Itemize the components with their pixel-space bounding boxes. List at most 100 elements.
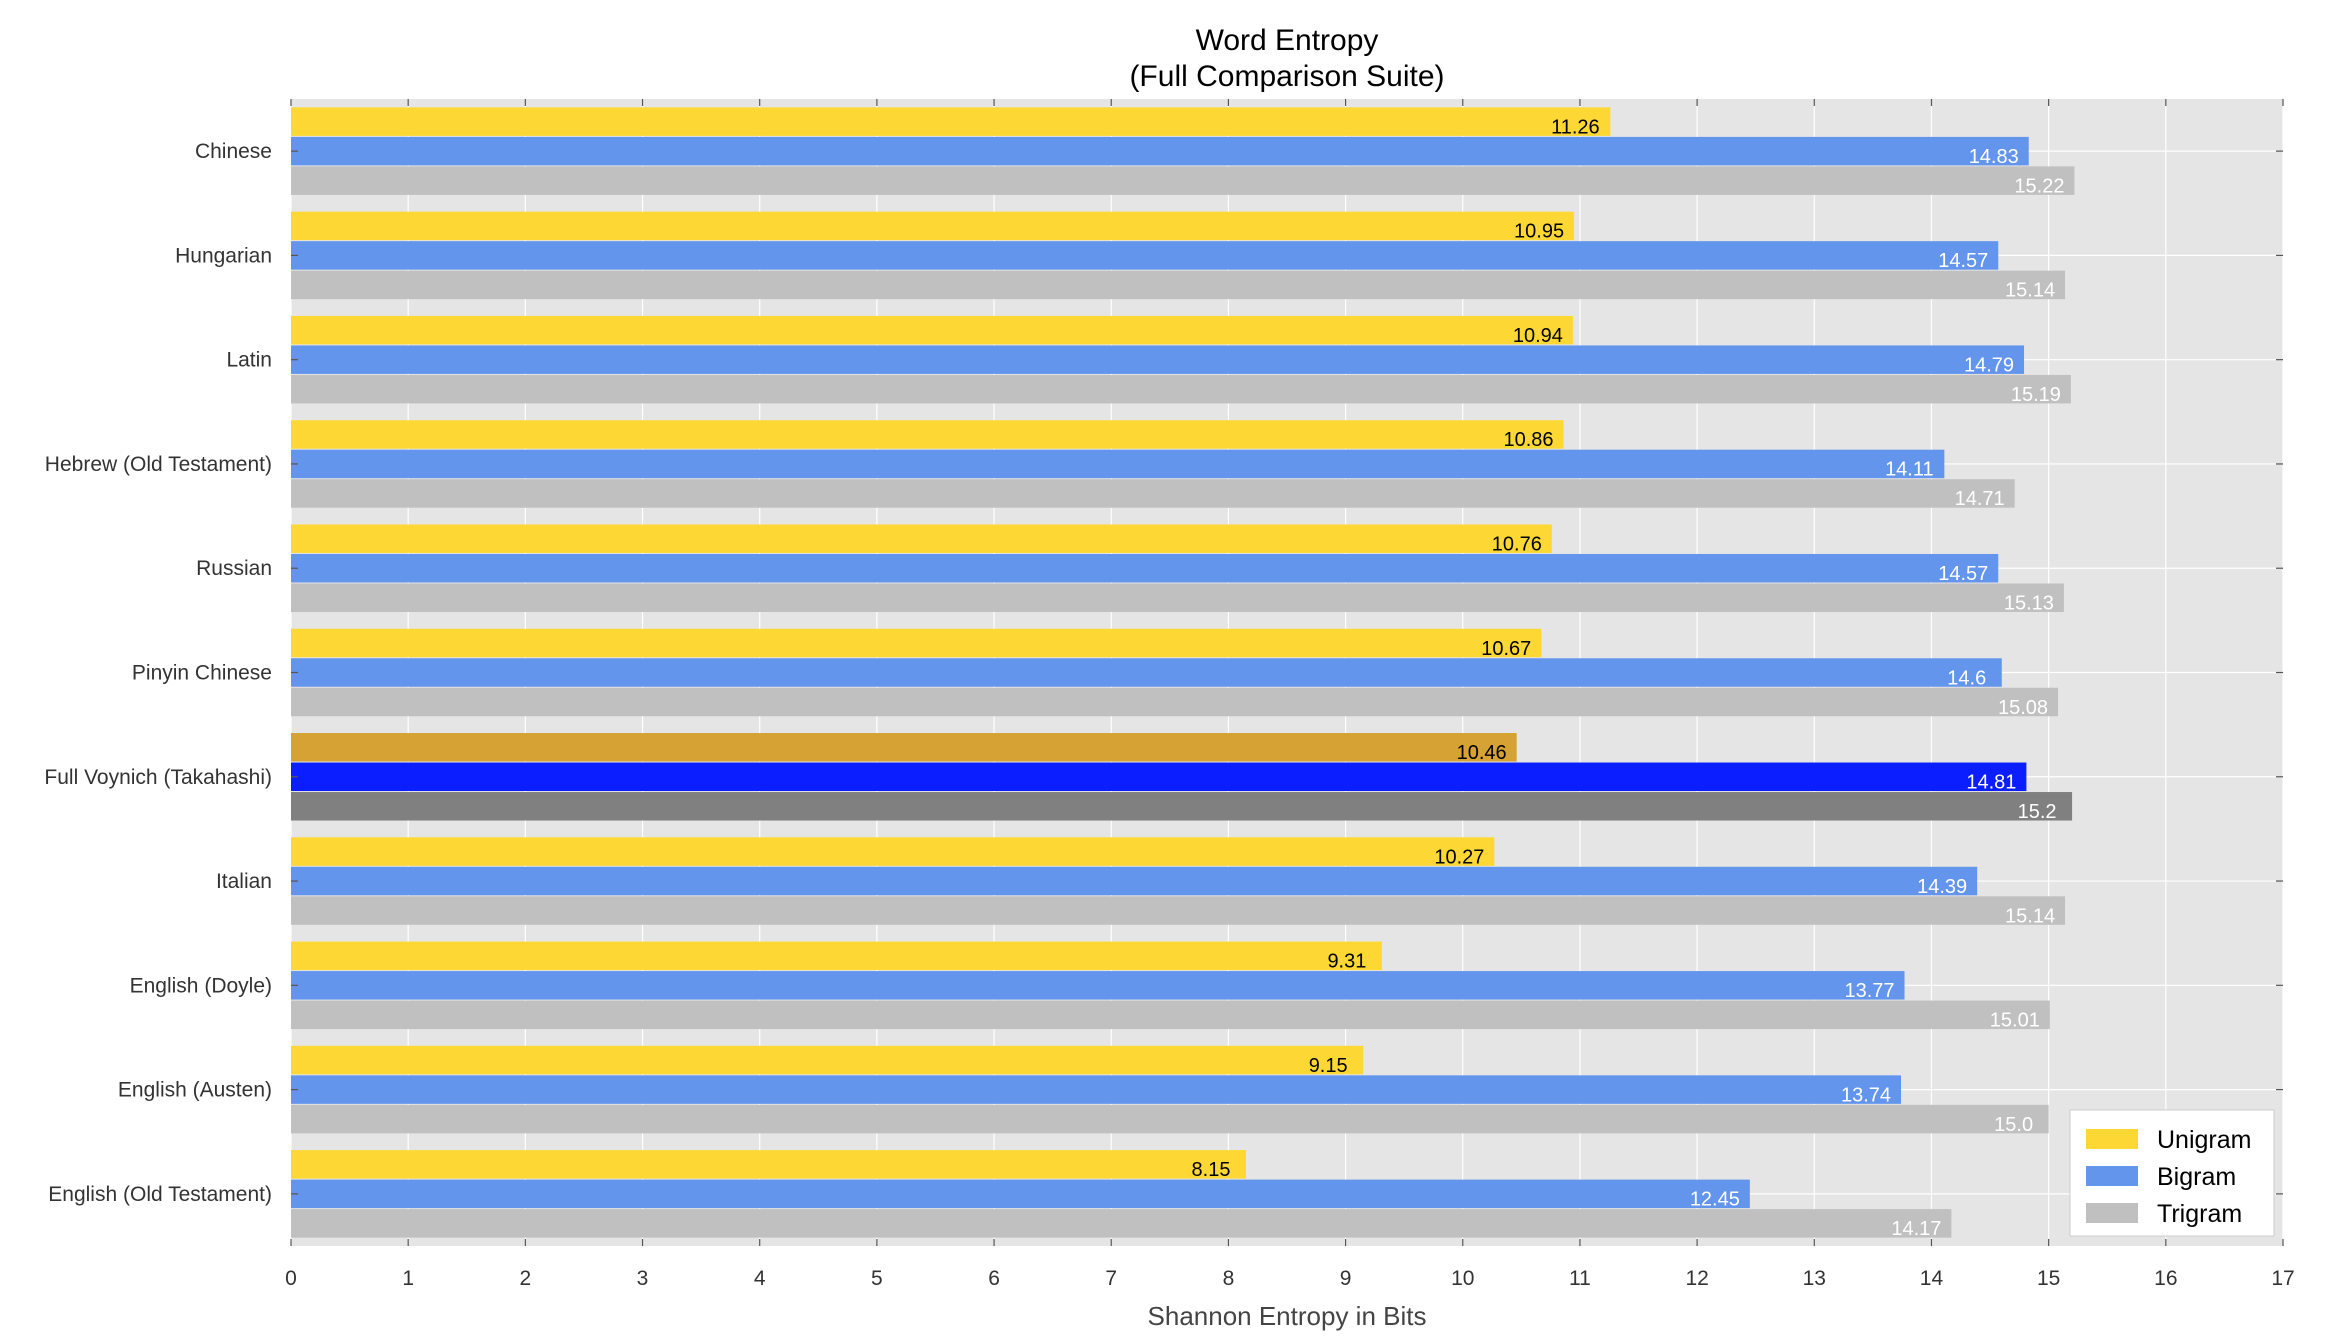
- chart-title: Word Entropy: [1196, 24, 1379, 57]
- bar-unigram: [291, 941, 1382, 971]
- data-label-unigram: 10.76: [1492, 533, 1542, 555]
- category-label: Full Voynich (Takahashi): [44, 766, 272, 789]
- category-label: Latin: [226, 349, 272, 372]
- category-label: English (Austen): [118, 1079, 272, 1102]
- legend: Unigram Bigram Trigram: [2069, 1109, 2275, 1237]
- category-label: Chinese: [195, 140, 272, 163]
- bar-unigram: [291, 524, 1552, 553]
- x-tick-label: 3: [637, 1267, 649, 1290]
- data-label-unigram: 8.15: [1192, 1159, 1231, 1181]
- bar-bigram: [291, 971, 1905, 1000]
- x-tick-label: 8: [1223, 1267, 1235, 1290]
- data-label-unigram: 10.46: [1457, 742, 1507, 764]
- x-tick-label: 13: [1803, 1267, 1826, 1290]
- bar-bigram: [291, 1075, 1902, 1104]
- legend-label-trigram: Trigram: [2157, 1200, 2242, 1228]
- data-label-unigram: 10.95: [1514, 221, 1564, 243]
- bar-trigram: [291, 583, 2064, 612]
- bar-trigram: [291, 687, 2059, 717]
- data-label-unigram: 10.86: [1504, 429, 1554, 451]
- bar-unigram: [291, 837, 1495, 866]
- legend-label-unigram: Unigram: [2157, 1126, 2251, 1154]
- x-tick-label: 6: [988, 1267, 1000, 1290]
- x-tick-label: 0: [285, 1267, 297, 1290]
- data-label-trigram: 14.71: [1955, 488, 2005, 510]
- data-labels: 11.26 14.83 15.22 10.95 14.57 15.14 10.94 14.79…: [1192, 116, 2065, 1240]
- bar-unigram: [291, 211, 1575, 241]
- bar-unigram: [291, 1045, 1364, 1075]
- legend-swatch-trigram: [2086, 1203, 2138, 1223]
- data-label-unigram: 9.31: [1327, 951, 1366, 973]
- category-label: English (Old Testament): [48, 1183, 272, 1206]
- data-label-unigram: 9.15: [1309, 1055, 1348, 1077]
- bar-trigram: [291, 1000, 2050, 1030]
- bar-trigram: [291, 896, 2066, 925]
- data-label-trigram: 15.13: [2004, 592, 2054, 614]
- data-label-trigram: 15.14: [2005, 280, 2055, 302]
- bar-trigram: [291, 1104, 2049, 1134]
- category-label: Russian: [196, 557, 272, 580]
- bar-trigram: [291, 270, 2066, 300]
- data-label-bigram: 12.45: [1690, 1189, 1740, 1211]
- legend-swatch-unigram: [2086, 1129, 2138, 1149]
- bar-bigram: [291, 762, 2027, 792]
- bar-bigram: [291, 553, 1999, 583]
- data-label-unigram: 10.94: [1513, 325, 1563, 347]
- x-tick-label: 12: [1685, 1267, 1708, 1290]
- category-label: English (Doyle): [130, 974, 272, 997]
- bar-bigram: [291, 866, 1978, 896]
- bar-unigram: [291, 420, 1564, 449]
- bar-unigram: [291, 628, 1542, 658]
- axis-ticks: 0 1 2 3 4 5 6 7 8 9 10 11 12 13 14 15 16 17: [285, 99, 2295, 1290]
- bar-bigram: [291, 136, 2029, 166]
- x-axis-label: Shannon Entropy in Bits: [1148, 1301, 1427, 1331]
- x-tick-label: 10: [1451, 1267, 1474, 1290]
- bar-trigram: [291, 792, 2073, 821]
- x-tick-label: 7: [1105, 1267, 1117, 1290]
- x-tick-label: 1: [402, 1267, 414, 1290]
- chart-subtitle: (Full Comparison Suite): [1129, 60, 1444, 93]
- x-tick-label: 14: [1920, 1267, 1944, 1290]
- bar-bigram: [291, 449, 1945, 479]
- data-label-trigram: 15.01: [1990, 1010, 2040, 1032]
- bar-trigram: [291, 479, 2015, 508]
- bar-trigram: [291, 166, 2075, 195]
- data-label-bigram: 13.77: [1844, 980, 1894, 1002]
- data-label-bigram: 14.57: [1938, 563, 1988, 585]
- category-label: Italian: [216, 870, 272, 893]
- data-label-bigram: 14.39: [1917, 876, 1967, 898]
- x-tick-label: 16: [2154, 1267, 2177, 1290]
- x-tick-label: 15: [2037, 1267, 2060, 1290]
- x-tick-label: 2: [520, 1267, 532, 1290]
- data-label-trigram: 15.14: [2005, 905, 2055, 927]
- x-tick-label: 4: [754, 1267, 766, 1290]
- category-label: Pinyin Chinese: [132, 662, 272, 685]
- bar-bigram: [291, 345, 2025, 374]
- data-label-bigram: 14.81: [1966, 772, 2016, 794]
- data-label-bigram: 14.83: [1969, 146, 2019, 168]
- data-label-unigram: 10.67: [1481, 638, 1531, 660]
- bar-bigram: [291, 1179, 1750, 1209]
- data-label-trigram: 15.0: [1994, 1114, 2033, 1136]
- bar-unigram: [291, 1150, 1246, 1179]
- category-labels: Chinese Hungarian Latin Hebrew (Old Testame…: [44, 140, 272, 1206]
- bar-bigram: [291, 658, 2002, 687]
- bar-trigram: [291, 374, 2071, 404]
- data-label-bigram: 14.79: [1964, 354, 2014, 376]
- x-tick-label: 17: [2271, 1267, 2294, 1290]
- data-label-trigram: 15.08: [1998, 697, 2048, 719]
- bar-unigram: [291, 733, 1517, 762]
- x-tick-label: 5: [871, 1267, 883, 1290]
- bars: [291, 107, 2075, 1238]
- data-label-trigram: 14.17: [1891, 1218, 1941, 1240]
- legend-swatch-bigram: [2086, 1166, 2138, 1186]
- data-label-trigram: 15.2: [2018, 801, 2057, 823]
- x-tick-label: 11: [1569, 1267, 1591, 1290]
- bar-unigram: [291, 315, 1573, 345]
- data-label-trigram: 15.22: [2014, 175, 2064, 197]
- x-tick-label: 9: [1340, 1267, 1352, 1290]
- category-label: Hebrew (Old Testament): [45, 453, 272, 476]
- data-label-bigram: 14.57: [1938, 250, 1988, 272]
- data-label-bigram: 14.6: [1947, 667, 1986, 689]
